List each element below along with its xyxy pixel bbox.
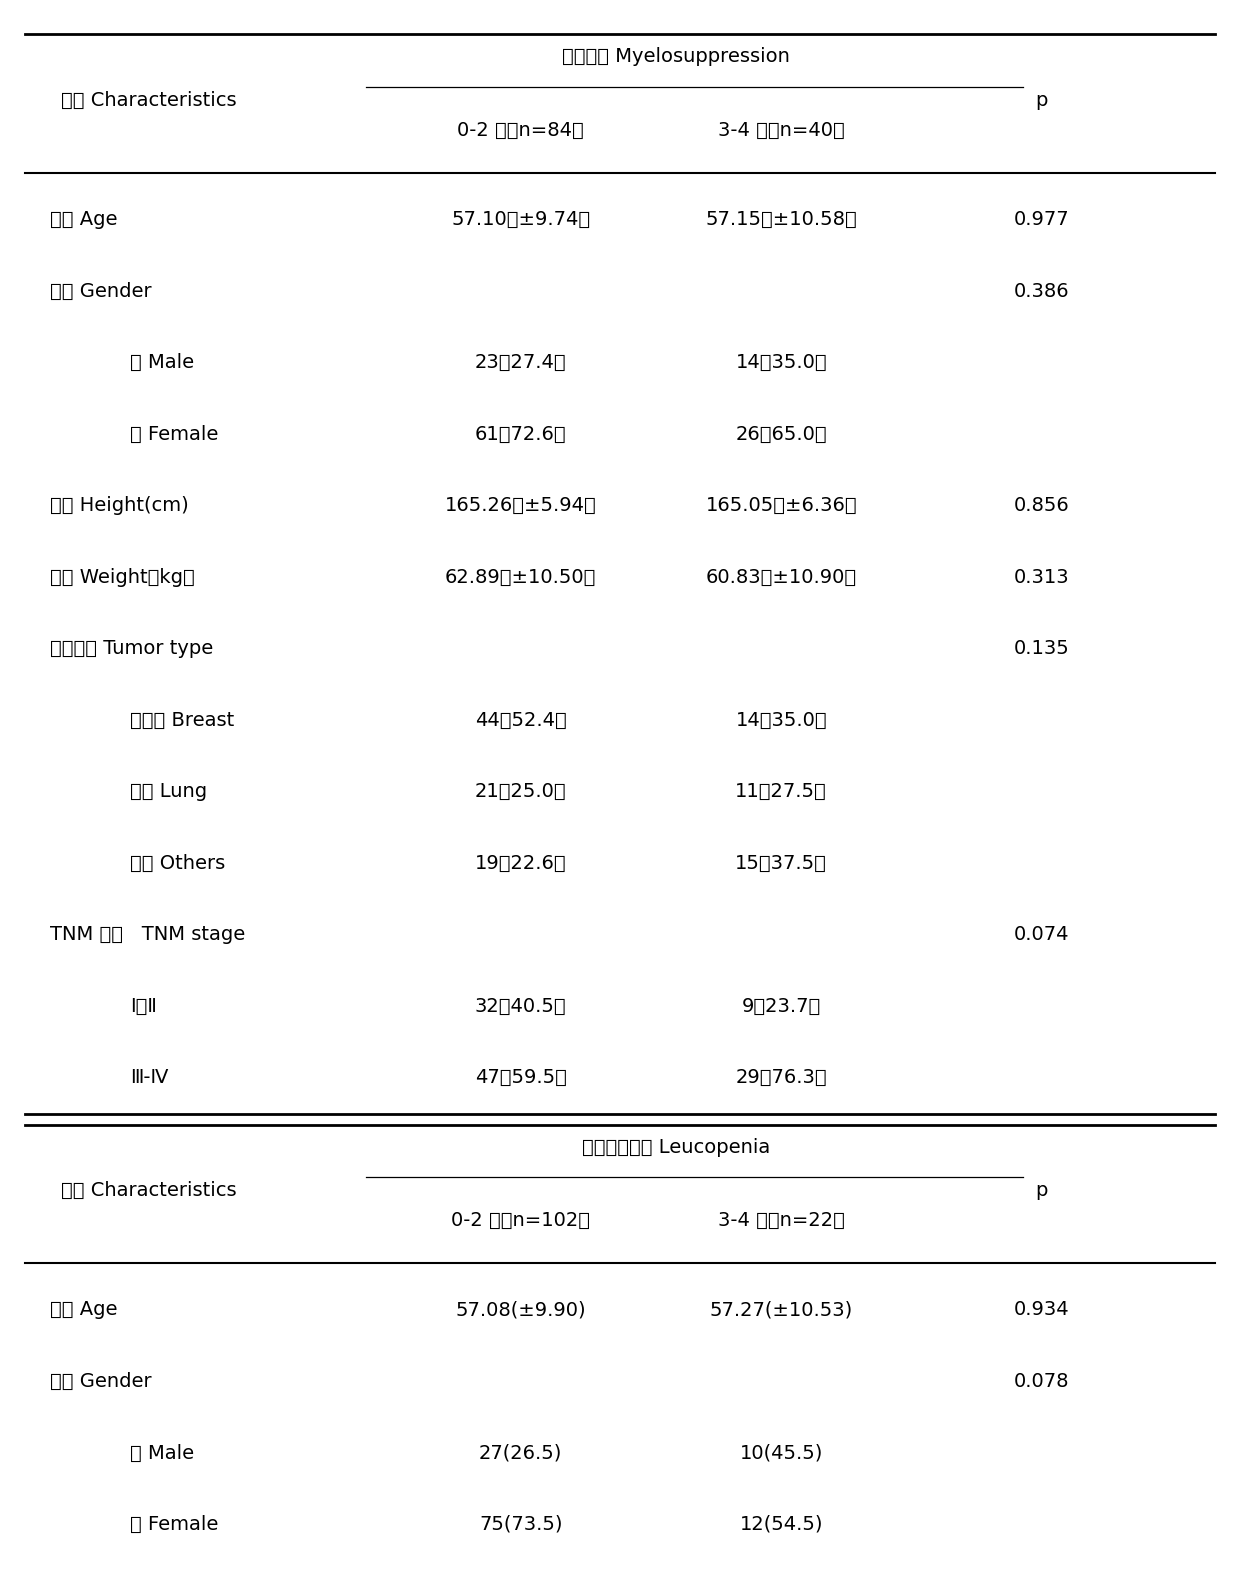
Text: 身高 Height(cm): 身高 Height(cm)	[50, 496, 188, 515]
Text: 3-4 级（n=22）: 3-4 级（n=22）	[718, 1210, 844, 1229]
Text: 性别 Gender: 性别 Gender	[50, 1371, 151, 1390]
Text: p: p	[1035, 92, 1048, 111]
Text: 0.856: 0.856	[1014, 496, 1069, 515]
Text: 60.83（±10.90）: 60.83（±10.90）	[706, 567, 857, 586]
Text: 0-2 级（n=84）: 0-2 级（n=84）	[458, 120, 584, 139]
Text: 3-4 级（n=40）: 3-4 级（n=40）	[718, 120, 844, 139]
Text: 10(45.5): 10(45.5)	[739, 1444, 823, 1463]
Text: 体重 Weight（kg）: 体重 Weight（kg）	[50, 567, 195, 586]
Text: 32（40.5）: 32（40.5）	[475, 997, 567, 1016]
Text: 其他 Others: 其他 Others	[130, 853, 226, 872]
Text: 乳腺癌 Breast: 乳腺癌 Breast	[130, 711, 234, 730]
Text: 9（23.7）: 9（23.7）	[742, 997, 821, 1016]
Text: 项目 Characteristics: 项目 Characteristics	[61, 92, 237, 111]
Text: 0.386: 0.386	[1014, 281, 1069, 300]
Text: 女 Female: 女 Female	[130, 1515, 218, 1534]
Text: 14（35.0）: 14（35.0）	[735, 354, 827, 373]
Text: 19（22.6）: 19（22.6）	[475, 853, 567, 872]
Text: 0-2 级（n=102）: 0-2 级（n=102）	[451, 1210, 590, 1229]
Text: 15（37.5）: 15（37.5）	[735, 853, 827, 872]
Text: Ⅰ－Ⅱ: Ⅰ－Ⅱ	[130, 997, 157, 1016]
Text: 57.27(±10.53): 57.27(±10.53)	[709, 1300, 853, 1319]
Text: 年龄 Age: 年龄 Age	[50, 1300, 117, 1319]
Text: 骨髓抑制 Myelosuppression: 骨髓抑制 Myelosuppression	[562, 47, 790, 66]
Text: 肿瘤类型 Tumor type: 肿瘤类型 Tumor type	[50, 640, 213, 659]
Text: 75(73.5): 75(73.5)	[479, 1515, 563, 1534]
Text: 肺癌 Lung: 肺癌 Lung	[130, 782, 207, 801]
Text: 14（35.0）: 14（35.0）	[735, 711, 827, 730]
Text: 61（72.6）: 61（72.6）	[475, 425, 567, 444]
Text: 白细胞减少症 Leucopenia: 白细胞减少症 Leucopenia	[582, 1138, 770, 1157]
Text: 男 Male: 男 Male	[130, 1444, 195, 1463]
Text: 项目 Characteristics: 项目 Characteristics	[61, 1182, 237, 1201]
Text: 47（59.5）: 47（59.5）	[475, 1068, 567, 1087]
Text: 165.05（±6.36）: 165.05（±6.36）	[706, 496, 857, 515]
Text: 62.89（±10.50）: 62.89（±10.50）	[445, 567, 596, 586]
Text: 0.977: 0.977	[1014, 210, 1069, 229]
Text: 165.26（±5.94）: 165.26（±5.94）	[445, 496, 596, 515]
Text: 男 Male: 男 Male	[130, 354, 195, 373]
Text: 0.135: 0.135	[1014, 640, 1069, 659]
Text: 11（27.5）: 11（27.5）	[735, 782, 827, 801]
Text: 性别 Gender: 性别 Gender	[50, 281, 151, 300]
Text: 29（76.3）: 29（76.3）	[735, 1068, 827, 1087]
Text: 26（65.0）: 26（65.0）	[735, 425, 827, 444]
Text: 44（52.4）: 44（52.4）	[475, 711, 567, 730]
Text: 0.078: 0.078	[1014, 1371, 1069, 1390]
Text: 57.15（±10.58）: 57.15（±10.58）	[706, 210, 857, 229]
Text: 年龄 Age: 年龄 Age	[50, 210, 117, 229]
Text: 12(54.5): 12(54.5)	[739, 1515, 823, 1534]
Text: 57.10（±9.74）: 57.10（±9.74）	[451, 210, 590, 229]
Text: 27(26.5): 27(26.5)	[479, 1444, 563, 1463]
Text: Ⅲ-Ⅳ: Ⅲ-Ⅳ	[130, 1068, 169, 1087]
Text: 21（25.0）: 21（25.0）	[475, 782, 567, 801]
Text: 57.08(±9.90): 57.08(±9.90)	[455, 1300, 587, 1319]
Text: 0.934: 0.934	[1014, 1300, 1069, 1319]
Text: 女 Female: 女 Female	[130, 425, 218, 444]
Text: TNM 分级   TNM stage: TNM 分级 TNM stage	[50, 926, 244, 945]
Text: 0.313: 0.313	[1014, 567, 1069, 586]
Text: 23（27.4）: 23（27.4）	[475, 354, 567, 373]
Text: p: p	[1035, 1182, 1048, 1201]
Text: 0.074: 0.074	[1014, 926, 1069, 945]
